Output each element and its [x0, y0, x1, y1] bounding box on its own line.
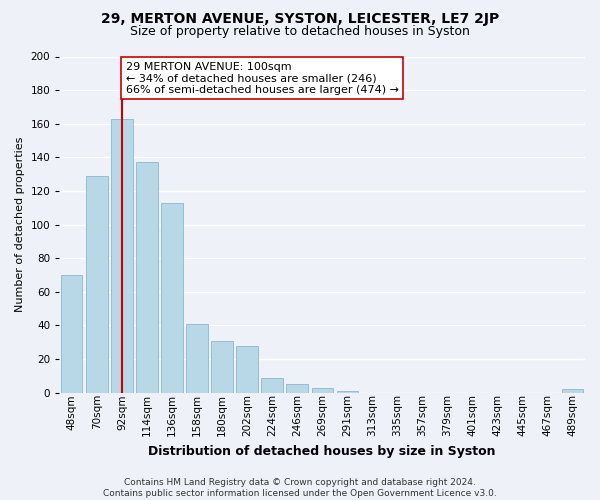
Bar	[211, 340, 233, 392]
Bar	[337, 391, 358, 392]
Bar	[61, 275, 82, 392]
Y-axis label: Number of detached properties: Number of detached properties	[15, 137, 25, 312]
Bar	[236, 346, 258, 393]
Bar	[111, 118, 133, 392]
Text: 29 MERTON AVENUE: 100sqm
← 34% of detached houses are smaller (246)
66% of semi-: 29 MERTON AVENUE: 100sqm ← 34% of detach…	[125, 62, 398, 94]
Bar	[262, 378, 283, 392]
Bar	[562, 390, 583, 392]
Bar	[187, 324, 208, 392]
Bar	[311, 388, 333, 392]
Text: 29, MERTON AVENUE, SYSTON, LEICESTER, LE7 2JP: 29, MERTON AVENUE, SYSTON, LEICESTER, LE…	[101, 12, 499, 26]
Bar	[136, 162, 158, 392]
X-axis label: Distribution of detached houses by size in Syston: Distribution of detached houses by size …	[148, 444, 496, 458]
Bar	[161, 202, 182, 392]
Bar	[86, 176, 107, 392]
Bar	[286, 384, 308, 392]
Text: Size of property relative to detached houses in Syston: Size of property relative to detached ho…	[130, 25, 470, 38]
Text: Contains HM Land Registry data © Crown copyright and database right 2024.
Contai: Contains HM Land Registry data © Crown c…	[103, 478, 497, 498]
